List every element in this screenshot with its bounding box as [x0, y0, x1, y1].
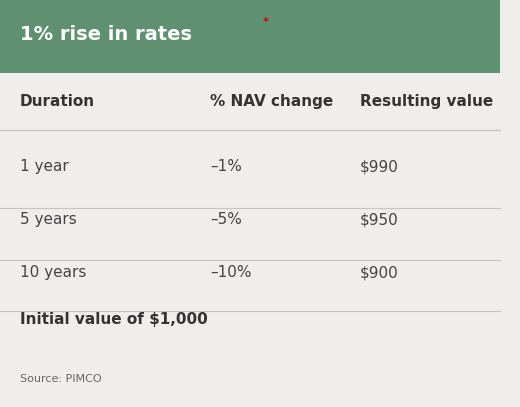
Text: –5%: –5%	[210, 212, 242, 227]
Text: Source: PIMCO: Source: PIMCO	[20, 374, 101, 383]
Text: 5 years: 5 years	[20, 212, 77, 227]
Text: *: *	[262, 18, 268, 27]
Text: Duration: Duration	[20, 94, 95, 109]
Text: –10%: –10%	[210, 265, 251, 280]
Text: –1%: –1%	[210, 160, 242, 174]
FancyBboxPatch shape	[0, 0, 500, 73]
Text: 1% rise in rates: 1% rise in rates	[20, 25, 192, 44]
Text: $900: $900	[360, 265, 398, 280]
Text: $950: $950	[360, 212, 398, 227]
Text: % NAV change: % NAV change	[210, 94, 333, 109]
Text: 1 year: 1 year	[20, 160, 69, 174]
Text: $990: $990	[360, 160, 398, 174]
Text: 10 years: 10 years	[20, 265, 86, 280]
Text: Initial value of $1,000: Initial value of $1,000	[20, 312, 207, 327]
Text: Resulting value: Resulting value	[360, 94, 493, 109]
